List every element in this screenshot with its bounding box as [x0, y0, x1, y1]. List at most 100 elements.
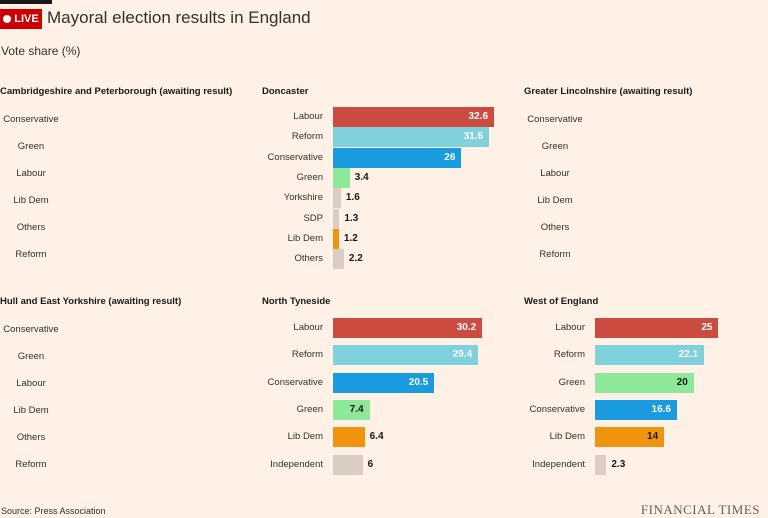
category-label: Lib Dem	[13, 405, 49, 416]
bar	[333, 228, 339, 249]
category-label: Others	[16, 432, 46, 443]
bar-row: Labour 30.2	[293, 318, 496, 338]
category-label: Reform	[291, 131, 323, 143]
bar-row: Green 7.4	[297, 399, 496, 420]
bar-row: Reform	[15, 455, 225, 475]
bar-row: Green	[542, 137, 749, 157]
bar-row: Lib Dem 14	[550, 427, 758, 448]
category-label: Labour	[555, 322, 585, 333]
data-label: 14	[647, 431, 659, 443]
bar	[333, 399, 370, 420]
category-label: Others	[294, 253, 323, 265]
category-label: Reform	[15, 249, 47, 260]
bar	[333, 318, 483, 338]
category-label: Conservative	[527, 114, 583, 125]
data-label: 32.6	[468, 111, 489, 122]
data-label: 20	[676, 376, 688, 388]
category-label: Green	[541, 141, 569, 152]
source-note: Source: Press Association	[1, 506, 106, 516]
bar-row: Yorkshire 1.6	[284, 188, 496, 209]
category-label: Green	[17, 141, 45, 152]
live-badge: LIVE	[0, 9, 42, 29]
panel-title: Greater Lincolnshire (awaiting result)	[524, 86, 693, 97]
data-label: 1.6	[345, 192, 360, 204]
category-label: Independent	[532, 458, 585, 470]
bar-row: Labour	[540, 164, 749, 184]
bar-row: Others	[541, 218, 749, 238]
data-label: 22.1	[678, 349, 699, 361]
bar-row: Others	[17, 218, 225, 238]
bar	[333, 208, 340, 229]
data-label: 2.3	[611, 458, 626, 470]
bar-row: Conservative 16.6	[530, 399, 758, 420]
bar-row: Others 2.2	[294, 249, 496, 270]
panel-title: West of England	[524, 296, 599, 307]
category-label: Reform	[15, 459, 47, 470]
category-label: Lib Dem	[549, 431, 585, 443]
category-label: Conservative	[3, 114, 59, 125]
bar-row: Green	[18, 137, 225, 157]
category-label: Lib Dem	[287, 232, 323, 244]
bar	[595, 318, 719, 338]
category-label: Reform	[539, 249, 571, 260]
bar-row: Lib Dem	[537, 191, 749, 211]
data-label: 26	[444, 151, 456, 163]
category-label: Others	[540, 222, 570, 233]
ft-logo: FINANCIAL TIMES	[640, 502, 760, 517]
data-label: 25	[701, 322, 713, 333]
data-label: 1.3	[344, 212, 359, 224]
bar-row: Reform	[539, 245, 749, 265]
category-label: Reform	[553, 349, 585, 361]
category-label: Conservative	[267, 376, 323, 388]
bar	[333, 127, 490, 148]
bar-row: Labour 32.6	[293, 107, 496, 127]
panel-title: Cambridgeshire and Peterborough (awaitin…	[0, 86, 233, 97]
category-label: Green	[296, 171, 323, 183]
bar-row: Lib Dem 6.4	[288, 427, 496, 448]
bar-row: SDP 1.3	[303, 208, 496, 229]
bar-row: Green	[18, 347, 225, 367]
bar-row: Conservative 20.5	[268, 372, 496, 393]
bar	[333, 345, 479, 366]
top-accent-bar	[0, 0, 52, 4]
bar	[595, 399, 677, 420]
panel-title: North Tyneside	[262, 296, 331, 307]
category-label: Labour	[16, 168, 46, 179]
bar-row: Reform	[15, 245, 225, 265]
category-label: Lib Dem	[537, 195, 573, 206]
bar-row: Conservative	[527, 110, 749, 130]
bar-row: Lib Dem	[13, 401, 225, 421]
category-label: Green	[17, 351, 45, 362]
category-label: Yorkshire	[283, 192, 323, 204]
category-label: Lib Dem	[287, 431, 323, 443]
data-label: 29.4	[452, 349, 473, 361]
category-label: Conservative	[267, 151, 323, 163]
live-dot-icon	[3, 15, 12, 23]
data-label: 6	[367, 458, 374, 470]
bar	[333, 167, 350, 188]
category-label: Labour	[16, 378, 46, 389]
bar-row: Lib Dem 1.2	[288, 228, 496, 249]
bar	[595, 372, 694, 393]
data-label: 7.4	[349, 403, 364, 415]
live-label: LIVE	[14, 13, 39, 25]
data-label: 31.6	[463, 131, 484, 143]
bar	[595, 345, 705, 366]
data-label: 30.2	[456, 322, 477, 333]
category-label: Independent	[270, 458, 323, 470]
bar-row: Independent 2.3	[532, 454, 758, 475]
data-label: 2.2	[348, 253, 363, 265]
bar	[333, 427, 365, 448]
bar-row: Green 3.4	[297, 167, 496, 188]
bar-row: Labour	[16, 164, 225, 184]
bar	[333, 188, 341, 209]
category-label: Conservative	[3, 324, 59, 335]
bar	[595, 454, 607, 475]
bar	[595, 427, 665, 448]
bar-row: Reform 31.6	[292, 127, 496, 148]
data-label: 3.4	[354, 171, 369, 183]
bar-row: Labour 25	[555, 318, 758, 338]
bar-row: Conservative	[3, 320, 225, 340]
bar-row: Reform 22.1	[554, 345, 758, 366]
panel-title: Doncaster	[262, 86, 309, 97]
